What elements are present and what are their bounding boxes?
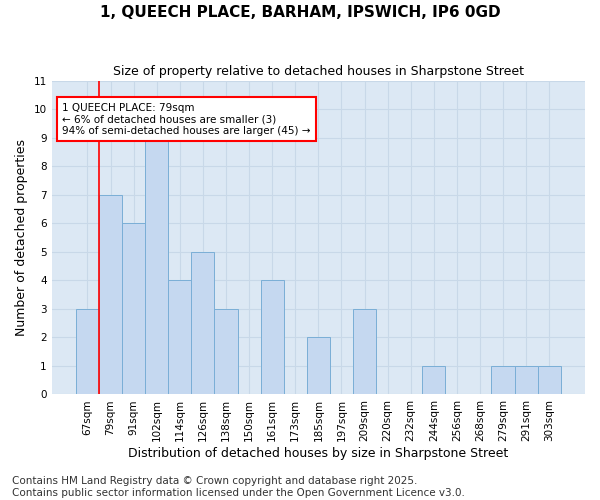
Bar <box>307 338 330 394</box>
Bar <box>538 366 561 394</box>
Text: Contains HM Land Registry data © Crown copyright and database right 2025.
Contai: Contains HM Land Registry data © Crown c… <box>12 476 465 498</box>
Bar <box>260 280 284 394</box>
Bar <box>76 309 99 394</box>
Bar <box>99 194 122 394</box>
Bar <box>122 223 145 394</box>
Bar <box>515 366 538 394</box>
Bar <box>491 366 515 394</box>
Bar <box>214 309 238 394</box>
Text: 1, QUEECH PLACE, BARHAM, IPSWICH, IP6 0GD: 1, QUEECH PLACE, BARHAM, IPSWICH, IP6 0G… <box>100 5 500 20</box>
X-axis label: Distribution of detached houses by size in Sharpstone Street: Distribution of detached houses by size … <box>128 447 508 460</box>
Bar <box>353 309 376 394</box>
Text: 1 QUEECH PLACE: 79sqm
← 6% of detached houses are smaller (3)
94% of semi-detach: 1 QUEECH PLACE: 79sqm ← 6% of detached h… <box>62 102 311 136</box>
Bar <box>191 252 214 394</box>
Bar <box>145 138 168 394</box>
Y-axis label: Number of detached properties: Number of detached properties <box>15 139 28 336</box>
Bar <box>422 366 445 394</box>
Bar <box>168 280 191 394</box>
Title: Size of property relative to detached houses in Sharpstone Street: Size of property relative to detached ho… <box>113 65 524 78</box>
